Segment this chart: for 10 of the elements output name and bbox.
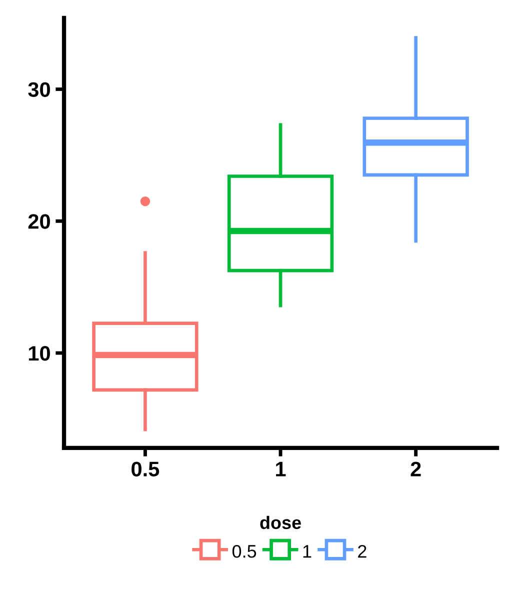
x-tick-label: 0.5 (132, 462, 160, 476)
y-tick-label: 30 (28, 82, 50, 97)
legend-label: 1 (303, 545, 312, 558)
legend-label: 0.5 (232, 544, 256, 558)
y-tick-label: 20 (28, 214, 50, 229)
legend-label: 2 (358, 544, 366, 558)
y-tick-label: 10 (28, 346, 50, 361)
x-tick-label: 2 (410, 462, 421, 476)
x-tick-label: 1 (276, 462, 286, 476)
legend-title: dose (260, 516, 301, 530)
